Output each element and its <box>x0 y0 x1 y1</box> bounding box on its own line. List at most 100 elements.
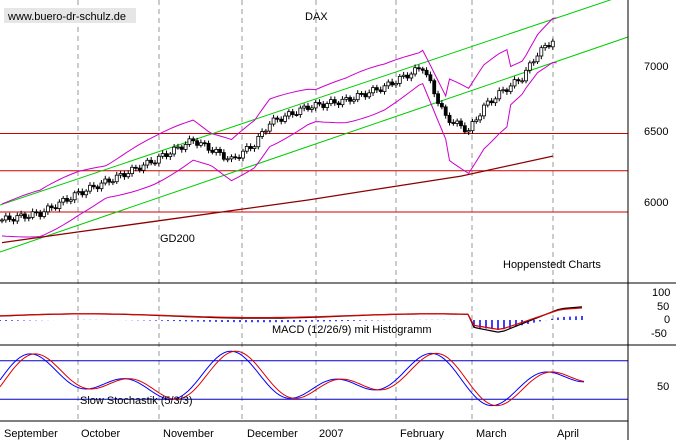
candle-body <box>53 207 58 210</box>
candle-body <box>286 111 291 117</box>
candle-body <box>451 122 456 124</box>
candle-body <box>302 105 307 109</box>
candle-body <box>344 97 349 100</box>
candle-body <box>516 79 521 82</box>
candle-body <box>543 45 548 49</box>
trend-upper <box>0 0 612 206</box>
candle-body <box>118 173 123 176</box>
candle-body <box>432 80 437 95</box>
candle-body <box>38 212 43 217</box>
candle-body <box>103 178 108 184</box>
candle-body <box>76 191 81 194</box>
candle-body <box>99 182 104 190</box>
candle-body <box>23 213 27 219</box>
candle-body <box>30 211 35 218</box>
xlabel-september: September <box>4 428 58 440</box>
candle-body <box>371 87 375 94</box>
candle-body <box>187 138 192 145</box>
candle-body <box>179 146 184 150</box>
candle-body <box>137 167 142 171</box>
candle-body <box>443 106 448 116</box>
candle-body <box>512 79 517 87</box>
trend-lower <box>0 36 629 253</box>
candle-body <box>164 153 169 157</box>
candle-body <box>72 192 77 201</box>
candle-body <box>298 107 303 115</box>
candle-body <box>520 80 525 83</box>
candle-body <box>19 213 24 217</box>
candle-body <box>233 156 238 159</box>
candle-body <box>26 216 31 219</box>
xlabel-november: November <box>163 428 214 440</box>
candle-body <box>130 166 134 175</box>
candle-body <box>527 62 532 71</box>
candle-body <box>149 159 154 164</box>
candle-body <box>428 74 433 82</box>
candle-body <box>88 184 92 192</box>
candle-body <box>294 114 299 116</box>
candle-body <box>3 215 8 221</box>
stochastic-panel <box>0 350 628 407</box>
watermark: www.buero-dr-schulz.de <box>7 11 126 23</box>
candle-body <box>355 93 360 101</box>
candle-body <box>241 150 245 159</box>
gd200-label: GD200 <box>160 233 195 245</box>
candle-body <box>359 93 364 95</box>
candle-body <box>80 191 85 196</box>
xlabel-october: October <box>81 428 120 440</box>
candle-body <box>474 119 479 122</box>
stoch-ytick-50: 50 <box>657 381 669 393</box>
candle-body <box>436 93 440 104</box>
xaxis: September October November December 2007… <box>4 428 579 440</box>
candle-body <box>363 93 368 98</box>
candle-body <box>210 149 215 153</box>
candle-body <box>95 186 100 190</box>
candle-body <box>482 104 486 117</box>
candle-body <box>244 146 249 152</box>
macd-yticks: 100 50 0 -50 <box>651 287 670 340</box>
candle-body <box>218 149 222 153</box>
candle-body <box>390 81 395 86</box>
candle-body <box>493 98 498 104</box>
candle-body <box>168 153 173 157</box>
candle-body <box>332 99 337 104</box>
macd-signal <box>0 307 583 331</box>
macd-ytick-50: 50 <box>657 301 669 313</box>
candle-body <box>267 123 272 132</box>
candle-body <box>248 146 253 149</box>
candle-body <box>336 102 341 106</box>
candle-body <box>264 130 268 133</box>
candle-body <box>275 117 280 120</box>
vertical-gridlines <box>77 0 554 421</box>
candle-body <box>42 211 46 217</box>
xlabel-december: December <box>247 428 298 440</box>
candle-body <box>206 142 211 151</box>
candle-body <box>256 136 261 148</box>
candle-body <box>111 181 115 184</box>
xlabel-march: March <box>476 428 507 440</box>
macd-ytick-0: 0 <box>664 314 670 326</box>
bollinger-upper <box>1 17 557 205</box>
candle-body <box>374 87 379 91</box>
candle-body <box>489 100 494 104</box>
candle-body <box>386 81 391 87</box>
candle-body <box>34 211 39 214</box>
candle-body <box>382 85 387 92</box>
candle-body <box>61 198 66 203</box>
candle-body <box>409 73 414 79</box>
candle-body <box>470 121 475 132</box>
watermark-box <box>4 8 136 23</box>
candle-body <box>145 159 150 166</box>
candle-body <box>7 215 12 220</box>
candle-body <box>279 118 284 122</box>
gd200-line <box>1 155 553 244</box>
candle-body <box>462 125 467 133</box>
candle-body <box>394 83 398 86</box>
candle-body <box>260 131 265 137</box>
stoch-d-line <box>0 350 585 407</box>
candle-body <box>535 55 540 63</box>
candle-body <box>11 219 16 222</box>
candle-body <box>397 76 402 84</box>
candle-body <box>321 103 326 108</box>
